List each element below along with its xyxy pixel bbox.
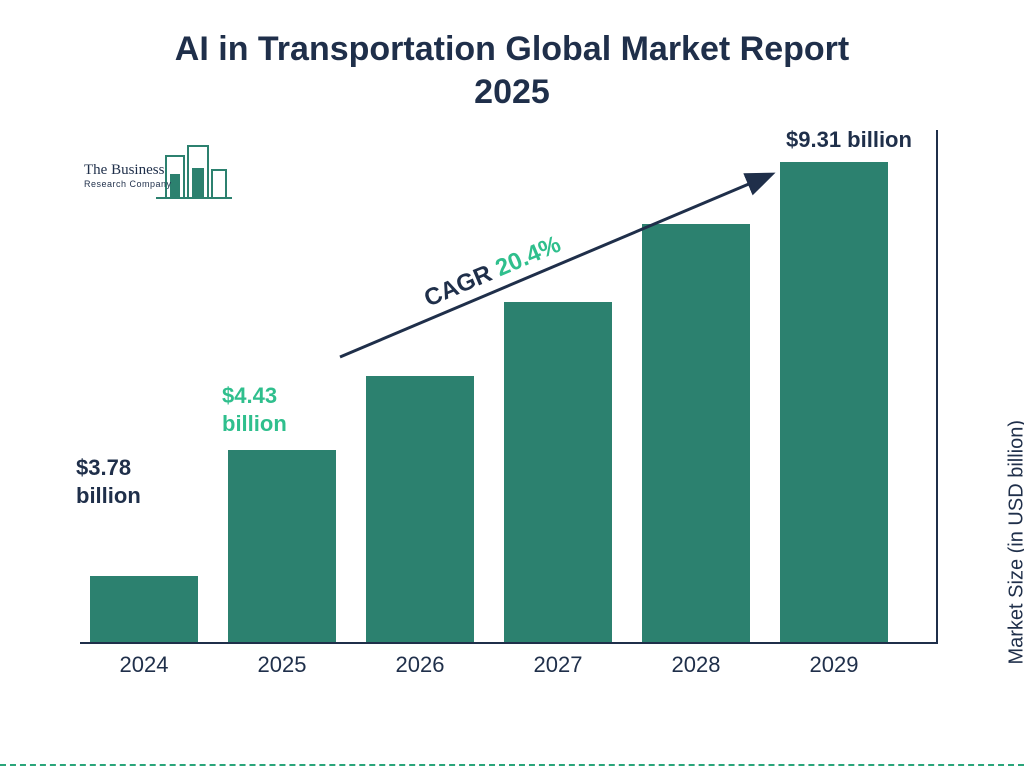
- data-label: $4.43 billion: [222, 382, 287, 437]
- bar-chart: 202420252026202720282029 $3.78 billion$4…: [80, 130, 940, 690]
- bar-2025: [228, 450, 336, 642]
- bar-2029: [780, 162, 888, 642]
- chart-title: AI in Transportation Global Market Repor…: [0, 28, 1024, 113]
- x-tick-label: 2025: [218, 652, 346, 678]
- cagr-value: 20.4%: [492, 231, 565, 282]
- cagr-prefix: CAGR: [420, 257, 502, 312]
- x-tick-label: 2027: [494, 652, 622, 678]
- bottom-dashed-border: [0, 764, 1024, 768]
- x-tick-label: 2024: [80, 652, 208, 678]
- bar-2027: [504, 302, 612, 642]
- bar-2028: [642, 224, 750, 642]
- x-axis: [80, 642, 938, 644]
- x-tick-label: 2029: [770, 652, 898, 678]
- data-label: $9.31 billion: [786, 126, 912, 154]
- x-tick-label: 2028: [632, 652, 760, 678]
- y-axis-label: Market Size (in USD billion): [1006, 420, 1024, 665]
- x-tick-label: 2026: [356, 652, 484, 678]
- data-label: $3.78 billion: [76, 454, 141, 509]
- cagr-label: CAGR 20.4%: [420, 231, 565, 314]
- bar-2026: [366, 376, 474, 642]
- bar-2024: [90, 576, 198, 642]
- y-axis-right: [936, 130, 938, 644]
